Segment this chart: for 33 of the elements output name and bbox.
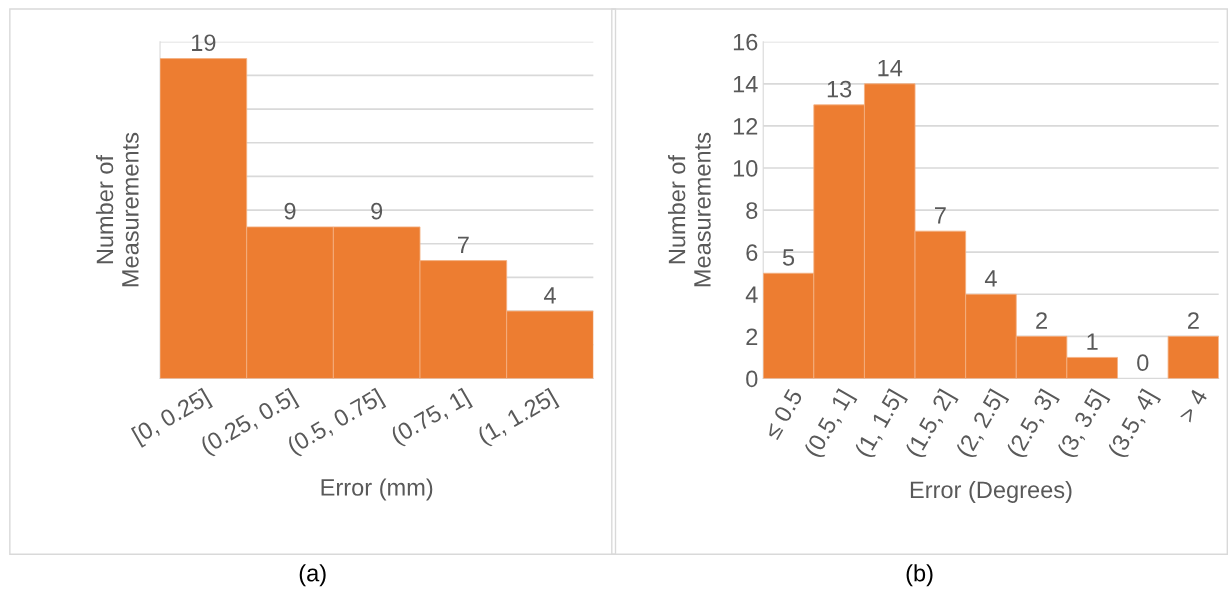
data-label: 7 [934, 207, 946, 224]
data-label: 4 [984, 270, 997, 287]
data-label: 13 [827, 80, 852, 98]
y-tick-label: 8 [746, 202, 758, 219]
text: (a) [299, 564, 326, 587]
y-tick-label: 6 [746, 244, 758, 261]
data-label: 9 [284, 202, 296, 220]
data-label: 14 [878, 59, 903, 77]
y-tick-label: 16 [733, 33, 758, 51]
data-label: 0 [1137, 354, 1149, 372]
x-tick-label: (1, 1.25] [476, 387, 560, 449]
x-tick-label: ≤ 0.5 [763, 387, 804, 441]
text: (b) [906, 564, 933, 587]
y-axis-title: Number of Measurements [95, 132, 139, 287]
y-tick-label: 2 [746, 328, 758, 345]
data-label: 9 [371, 202, 383, 220]
data-label: 7 [457, 236, 469, 253]
y-tick-label: 0 [746, 370, 758, 388]
y-tick-label: 10 [733, 160, 758, 177]
y-tick-label: 12 [733, 117, 758, 135]
data-label: 2 [1036, 312, 1047, 329]
y-tick-label: 14 [733, 76, 758, 93]
x-axis-title: Error (Degrees) [910, 480, 1072, 503]
data-label: 5 [782, 249, 795, 266]
x-tick-label: > 4 [1177, 387, 1208, 424]
x-axis-title: Error (mm) [321, 478, 433, 501]
y-tick-label: 4 [745, 286, 758, 303]
data-label: 19 [192, 34, 216, 52]
data-label: 2 [1188, 312, 1199, 329]
data-label: 1 [1087, 333, 1098, 350]
y-axis-title: Number of Measurements [667, 132, 711, 287]
data-label: 4 [543, 287, 556, 304]
bar [1167, 335, 1219, 379]
